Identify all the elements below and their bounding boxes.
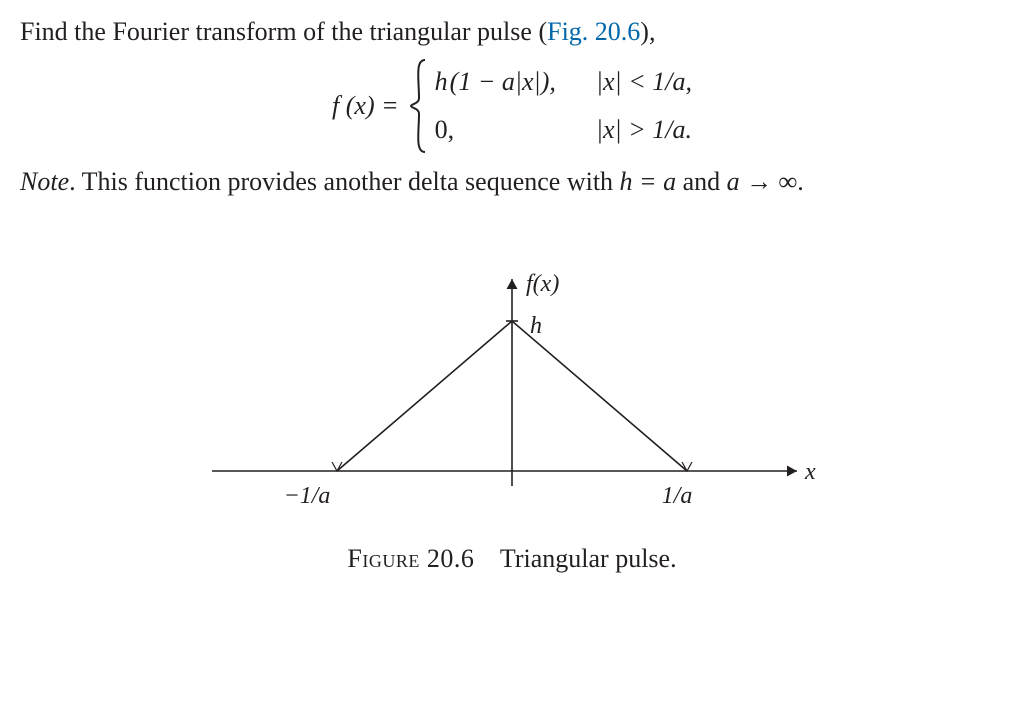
intro-suffix: ),: [640, 17, 655, 46]
svg-text:f(x): f(x): [526, 271, 559, 297]
note-paragraph: Note. This function provides another del…: [20, 164, 1004, 200]
note-body: . This function provides another delta s…: [69, 167, 619, 196]
figure-caption: Figure 20.6 Triangular pulse.: [347, 541, 676, 577]
note-end: .: [797, 167, 804, 196]
figure-block: f(x) h −1/a 1/a x Figure 20.6 Triangular pul…: [20, 261, 1004, 577]
case1-condition: |x| < 1/a,: [596, 64, 692, 100]
case2-expression: 0,: [435, 112, 556, 148]
triangular-pulse-chart: f(x) h −1/a 1/a x: [192, 261, 832, 531]
note-eq1: h = a: [620, 167, 677, 196]
equation-lhs: f (x) =: [332, 88, 399, 124]
intro-paragraph: Find the Fourier transform of the triang…: [20, 14, 1004, 50]
svg-text:1/a: 1/a: [662, 483, 693, 509]
case2-condition: |x| > 1/a.: [596, 112, 692, 148]
note-and: and: [676, 167, 727, 196]
curly-brace-icon: [407, 58, 429, 154]
figure-reference-link[interactable]: Fig. 20.6: [547, 17, 640, 46]
piecewise-equation: f (x) = h(1 − a|x|), |x| < 1/a, 0, |x| >…: [20, 58, 1004, 154]
case1-expression: h(1 − a|x|),: [435, 64, 556, 100]
note-eq2: a → ∞: [727, 167, 798, 196]
note-label: Note: [20, 167, 69, 196]
svg-text:−1/a: −1/a: [284, 483, 331, 509]
svg-text:h: h: [530, 313, 542, 339]
caption-figure-number: Figure 20.6: [347, 544, 474, 573]
caption-text: Triangular pulse.: [500, 544, 677, 573]
intro-prefix: Find the Fourier transform of the triang…: [20, 17, 547, 46]
svg-text:x: x: [804, 459, 816, 485]
